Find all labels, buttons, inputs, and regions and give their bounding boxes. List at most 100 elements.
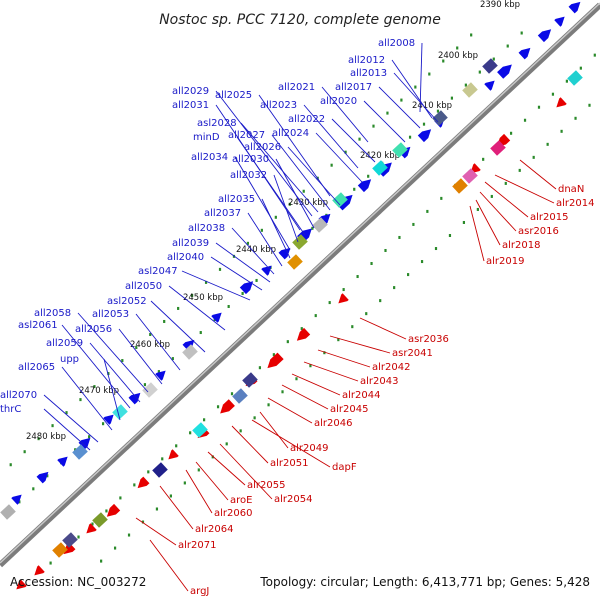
gene-label-top[interactable]: upp xyxy=(60,354,79,365)
gene-label-bottom[interactable]: alr2060 xyxy=(214,508,252,519)
gene-label-bottom[interactable]: asr2041 xyxy=(392,348,433,359)
tick-mark xyxy=(442,59,445,63)
leader-line xyxy=(315,132,363,183)
tick-mark xyxy=(204,280,208,284)
gene-label-top[interactable]: all2050 xyxy=(125,281,162,292)
forward-gene-arrow xyxy=(78,437,91,450)
leader-line xyxy=(118,328,163,385)
forward-gene-arrow xyxy=(497,64,512,79)
gene-block xyxy=(567,70,583,86)
tick-mark xyxy=(407,273,410,277)
gene-label-top[interactable]: all2034 xyxy=(191,152,228,163)
gene-label-top[interactable]: asl2028 xyxy=(197,118,237,129)
gene-label-top[interactable]: all2024 xyxy=(272,128,309,139)
gene-label-top[interactable]: minD xyxy=(193,132,220,143)
gene-label-top[interactable]: all2021 xyxy=(278,82,315,93)
tick-mark xyxy=(434,247,438,251)
leader-line xyxy=(210,256,263,291)
gene-label-bottom[interactable]: alr2015 xyxy=(530,212,568,223)
gene-label-top[interactable]: all2070 xyxy=(0,390,37,401)
gene-label-bottom[interactable]: alr2046 xyxy=(314,418,352,429)
gene-label-bottom[interactable]: dnaN xyxy=(558,184,584,195)
gene-label-bottom[interactable]: alr2019 xyxy=(486,256,524,267)
tick-mark xyxy=(107,372,110,376)
tick-mark xyxy=(337,338,340,342)
gene-label-top[interactable]: all2040 xyxy=(167,252,204,263)
gene-label-top[interactable]: thrC xyxy=(0,404,21,415)
gene-label-top[interactable]: all2065 xyxy=(18,362,55,373)
gene-label-top[interactable]: all2020 xyxy=(320,96,357,107)
tick-mark xyxy=(379,299,382,303)
tick-mark xyxy=(37,437,40,441)
gene-label-top[interactable]: all2039 xyxy=(172,238,209,249)
gene-label-top[interactable]: all2025 xyxy=(215,90,252,101)
gene-label-bottom[interactable]: alr2014 xyxy=(556,198,594,209)
tick-mark xyxy=(101,422,105,426)
gene-label-top[interactable]: all2013 xyxy=(350,68,387,79)
gene-label-top[interactable]: asl2052 xyxy=(107,296,147,307)
gene-label-top[interactable]: all2012 xyxy=(348,55,385,66)
gene-label-bottom[interactable]: alr2064 xyxy=(195,524,233,535)
gene-block xyxy=(112,404,128,420)
forward-gene-arrow xyxy=(239,281,254,295)
leader-line xyxy=(251,419,331,468)
backbone xyxy=(0,2,600,568)
gene-label-bottom[interactable]: alr2045 xyxy=(330,404,368,415)
gene-label-top[interactable]: all2030 xyxy=(232,154,269,165)
kbp-marker-label: 2420 kbp xyxy=(360,151,400,161)
tick-mark xyxy=(422,122,426,126)
gene-label-bottom[interactable]: alr2055 xyxy=(247,480,285,491)
gene-label-bottom[interactable]: dapF xyxy=(332,462,357,473)
gene-label-bottom[interactable]: alr2051 xyxy=(270,458,308,469)
gene-label-top[interactable]: all2017 xyxy=(335,82,372,93)
gene-label-bottom[interactable]: aroE xyxy=(230,495,252,506)
accession-text: Accession: NC_003272 xyxy=(10,575,146,589)
tick-mark xyxy=(506,44,509,48)
gene-label-bottom[interactable]: alr2043 xyxy=(360,376,398,387)
gene-label-top[interactable]: all2026 xyxy=(244,142,281,153)
tick-mark xyxy=(171,357,174,361)
tick-mark xyxy=(426,209,429,213)
gene-label-top[interactable]: all2008 xyxy=(378,38,415,49)
kbp-markers: 2390 kbp 2400 kbp 2410 kbp 2420 kbp 2430 kbp… xyxy=(26,0,520,442)
gene-label-top[interactable]: asl2061 xyxy=(18,320,58,331)
gene-label-bottom[interactable]: alr2042 xyxy=(372,362,410,373)
gene-label-top[interactable]: all2058 xyxy=(34,308,71,319)
gene-block xyxy=(332,192,348,208)
gene-label-top[interactable]: all2053 xyxy=(92,309,129,320)
gene-label-bottom[interactable]: alr2018 xyxy=(502,240,540,251)
gene-label-top[interactable]: all2059 xyxy=(46,338,83,349)
tick-mark xyxy=(330,163,333,167)
tick-mark xyxy=(218,267,222,271)
gene-label-bottom[interactable]: asr2036 xyxy=(408,334,449,345)
gene-labels: all2008 all2012 all2013 all2017 all2020 all20… xyxy=(0,38,594,597)
gene-label-top[interactable]: all2031 xyxy=(172,100,209,111)
tick-mark xyxy=(588,103,591,107)
forward-gene-arrow xyxy=(57,456,68,467)
gene-label-bottom[interactable]: asr2016 xyxy=(518,226,559,237)
gene-label-top[interactable]: all2027 xyxy=(228,130,265,141)
gene-label-bottom[interactable]: alr2054 xyxy=(274,494,312,505)
gene-label-top[interactable]: all2029 xyxy=(172,86,209,97)
tick-mark xyxy=(79,398,82,402)
gene-label-bottom[interactable]: argJ xyxy=(190,586,209,597)
kbp-marker-label: 2410 kbp xyxy=(412,101,452,111)
leader-line xyxy=(135,517,177,546)
gene-label-top[interactable]: all2037 xyxy=(204,208,241,219)
reverse-gene-arrow xyxy=(34,565,45,576)
gene-label-top[interactable]: all2022 xyxy=(288,114,325,125)
forward-gene-arrow xyxy=(103,414,114,425)
gene-label-bottom[interactable]: alr2071 xyxy=(178,540,216,551)
gene-label-bottom[interactable]: alr2049 xyxy=(290,443,328,454)
gene-label-top[interactable]: all2032 xyxy=(230,170,267,181)
gene-label-top[interactable]: all2035 xyxy=(218,194,255,205)
gene-label-bottom[interactable]: alr2044 xyxy=(342,390,380,401)
gene-block xyxy=(152,462,168,478)
gene-label-top[interactable]: all2023 xyxy=(260,100,297,111)
gene-label-top[interactable]: asl2047 xyxy=(138,266,178,277)
gene-label-top[interactable]: all2056 xyxy=(75,324,112,335)
tick-mark xyxy=(246,241,250,245)
tick-mark xyxy=(135,346,138,350)
gene-label-top[interactable]: all2038 xyxy=(188,223,225,234)
leader-line xyxy=(331,118,376,163)
